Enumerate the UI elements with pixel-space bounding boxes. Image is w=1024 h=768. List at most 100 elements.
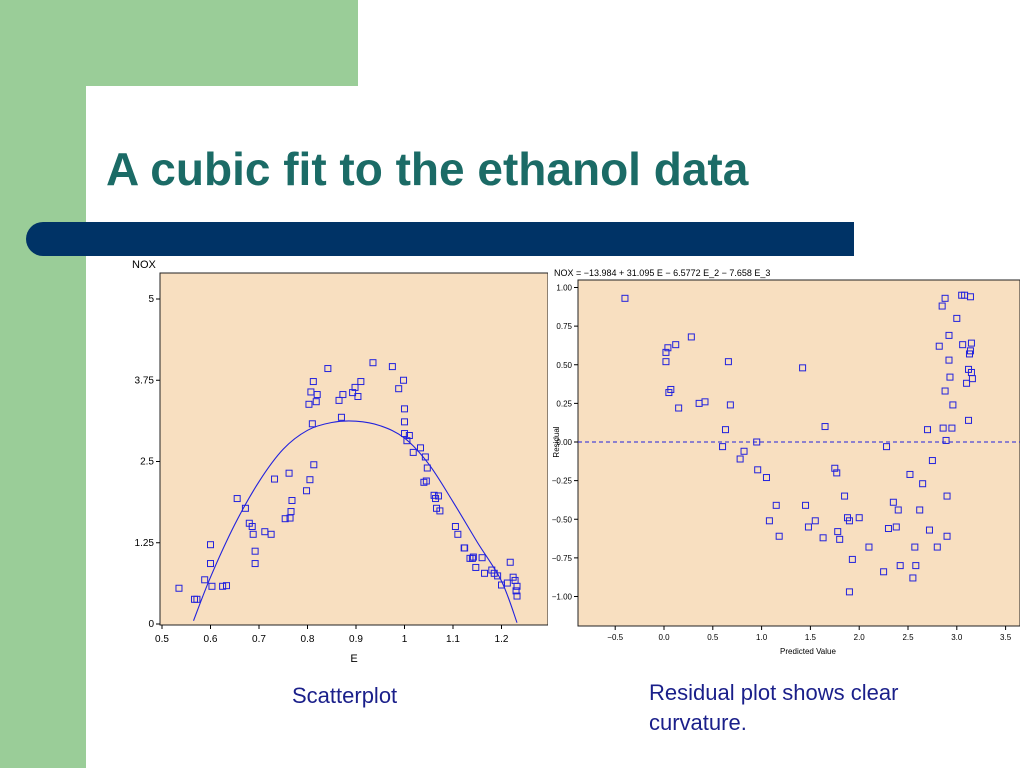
scatter-plot-area [159, 272, 548, 626]
residual-point [883, 443, 891, 451]
residual-point [721, 426, 729, 434]
scatter-point [324, 365, 332, 373]
residual-point [841, 492, 849, 500]
residual-point [911, 543, 919, 551]
scatter-point [469, 553, 477, 561]
residual-point [933, 543, 941, 551]
residual-point [772, 501, 780, 509]
residual-point [775, 532, 783, 540]
residual-y-tick-label: 0.50 [556, 361, 572, 370]
scatter-y-axis-label: NOX [132, 259, 157, 271]
scatter-point [421, 453, 429, 461]
scatter-point [357, 378, 365, 386]
scatter-point [281, 515, 289, 523]
scatter-point [249, 530, 257, 538]
scatter-point [309, 378, 317, 386]
residual-x-tick-label: 1.0 [756, 633, 768, 642]
residual-point [765, 517, 773, 525]
scatter-point [395, 385, 403, 393]
scatter-x-tick-label: 1 [402, 634, 408, 645]
scatter-point [461, 544, 469, 552]
scatter-point [310, 461, 318, 469]
scatter-point [312, 398, 320, 406]
scatter-point [251, 560, 259, 568]
scatter-point [233, 495, 241, 503]
residual-point [909, 574, 917, 582]
residual-point [834, 528, 842, 536]
residual-point [880, 568, 888, 576]
scatter-point [175, 584, 183, 592]
residual-point [804, 523, 812, 531]
residual-point [833, 469, 841, 477]
residual-point [892, 523, 900, 531]
scatter-point [208, 582, 216, 590]
residual-point [845, 517, 853, 525]
residual-point [719, 443, 727, 451]
scatter-point [251, 547, 259, 555]
residual-x-tick-label: 0.0 [658, 633, 670, 642]
scatter-point [409, 448, 417, 456]
residual-point [966, 347, 974, 355]
residual-point [967, 339, 975, 347]
scatter-x-tick-label: 0.6 [204, 634, 218, 645]
scatter-point [305, 400, 313, 408]
scatter-point [481, 569, 489, 577]
residual-x-tick-label: 2.0 [854, 633, 866, 642]
scatter-point [403, 437, 411, 445]
scatter-point [351, 383, 359, 391]
scatter-point [434, 492, 442, 500]
residual-x-tick-label: 1.5 [805, 633, 817, 642]
residual-point [845, 588, 853, 596]
scatterplot-chart: NOX E 0 1.25 2.5 3.75 5 0.5 0.6 0.7 0.8 0.9 1 1.1 1… [132, 259, 548, 665]
scatter-point [401, 405, 408, 413]
residual-point [848, 555, 856, 563]
scatter-point [337, 413, 345, 421]
scatter-point [308, 420, 316, 428]
residual-y-tick-label: 0.00 [556, 438, 572, 447]
scatter-y-tick-label: 3.75 [135, 375, 155, 386]
slide-title: A cubic fit to the ethanol data [106, 143, 749, 195]
residual-point [942, 436, 950, 444]
scatter-x-tick-label: 0.7 [252, 634, 266, 645]
residual-point [935, 342, 943, 350]
residual-point [945, 331, 953, 339]
residual-x-tick-label: 2.5 [902, 633, 914, 642]
scatter-point [223, 582, 231, 590]
residual-y-tick-label: −0.75 [552, 554, 573, 563]
scatter-point [349, 389, 357, 397]
scatter-point [401, 418, 408, 426]
scatter-point [478, 554, 486, 562]
scatter-point [193, 595, 201, 603]
scatter-x-tick-label: 0.9 [349, 634, 363, 645]
scatter-point [422, 477, 430, 485]
residual-point [662, 348, 670, 356]
residual-point [889, 498, 897, 506]
residual-x-tick-label: 3.5 [1000, 633, 1012, 642]
residual-model-equation: NOX = −13.984 + 31.095 E − 6.5772 E_2 − … [554, 268, 770, 278]
residual-plot-chart: NOX = −13.984 + 31.095 E − 6.5772 E_2 − … [552, 268, 1020, 656]
residual-y-axis-label: Residual [552, 426, 561, 457]
residual-point [819, 534, 827, 542]
residual-point [726, 401, 734, 409]
residual-point [941, 387, 949, 395]
scatterplot-caption: Scatterplot [292, 683, 398, 708]
residual-point [968, 375, 976, 383]
residual-point [919, 480, 927, 488]
residual-point [672, 341, 680, 349]
scatter-point [201, 576, 209, 584]
scatter-point [271, 475, 279, 483]
residual-point [799, 364, 807, 372]
residual-point [865, 543, 873, 551]
scatter-point [401, 430, 408, 438]
residual-y-tick-label: −1.00 [552, 593, 573, 602]
scatter-point [303, 487, 311, 495]
residual-point [912, 562, 920, 570]
residual-point [966, 293, 974, 301]
scatter-x-tick-label: 0.8 [301, 634, 315, 645]
residual-x-tick-label: 0.5 [707, 633, 719, 642]
residual-point [945, 356, 953, 364]
residual-point [687, 333, 695, 341]
residual-point [928, 457, 936, 465]
scatter-point [513, 582, 521, 590]
residual-point [831, 464, 839, 472]
